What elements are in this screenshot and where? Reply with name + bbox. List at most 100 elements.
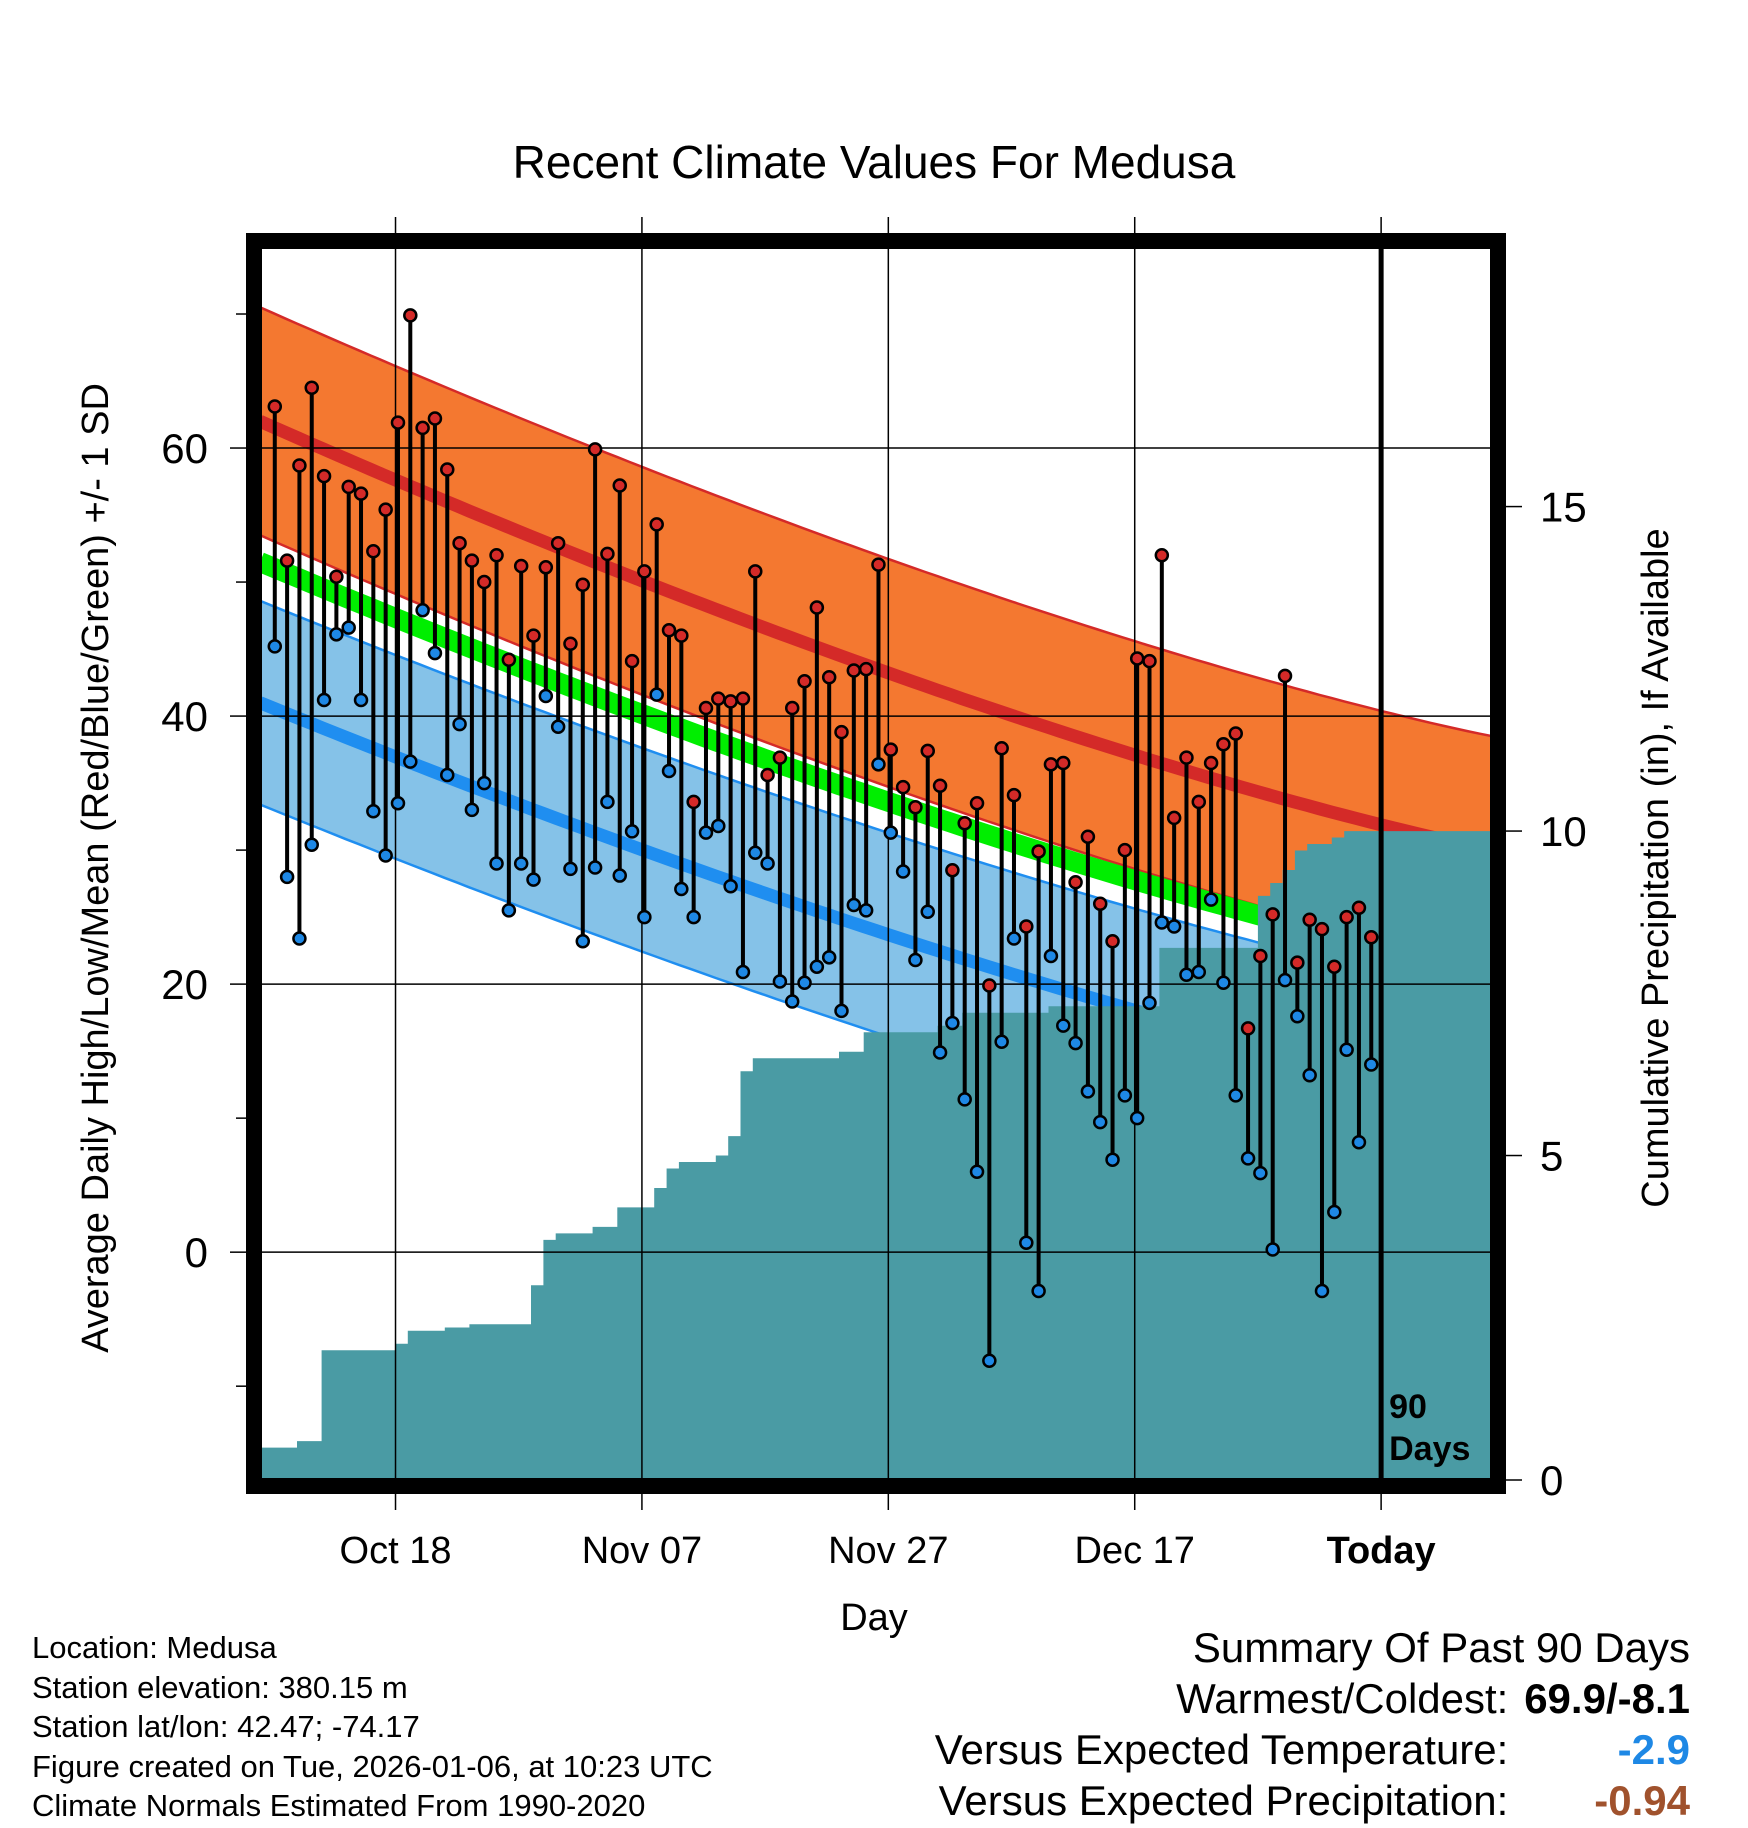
latlon-text: Station lat/lon: 42.47; -74.17 <box>32 1709 420 1744</box>
x-tick-label-0: Oct 18 <box>340 1530 452 1572</box>
low-point-day-43 <box>784 994 800 1009</box>
high-point-day-45 <box>809 600 825 615</box>
high-point-day-80 <box>1240 1021 1256 1036</box>
x-axis-label: Day <box>840 1597 908 1639</box>
location-text: Location: Medusa <box>32 1630 277 1665</box>
high-point-day-36 <box>698 700 714 716</box>
low-point-day-3 <box>292 931 307 946</box>
high-point-day-82 <box>1265 907 1280 922</box>
low-point-day-56 <box>945 1015 960 1031</box>
low-point-day-40 <box>748 845 763 861</box>
high-point-day-24 <box>550 535 566 551</box>
low-point-day-9 <box>366 803 381 819</box>
low-point-day-1 <box>267 639 283 654</box>
high-point-day-68 <box>1092 896 1108 911</box>
high-point-day-7 <box>341 479 356 495</box>
y2-tick-label-0: 0 <box>1540 1457 1563 1504</box>
low-point-day-34 <box>674 881 689 897</box>
low-point-day-11 <box>390 795 406 811</box>
low-point-day-20 <box>501 903 517 918</box>
high-point-day-89 <box>1351 900 1367 915</box>
high-point-day-3 <box>292 458 307 473</box>
high-point-day-48 <box>846 663 862 678</box>
low-point-day-12 <box>403 754 418 769</box>
low-point-day-25 <box>563 861 578 877</box>
low-point-day-73 <box>1154 915 1170 930</box>
high-point-day-81 <box>1253 948 1268 964</box>
low-point-day-14 <box>427 645 443 661</box>
low-point-day-75 <box>1179 967 1194 982</box>
low-point-day-35 <box>686 909 701 925</box>
normals-text: Climate Normals Estimated From 1990-2020 <box>32 1788 646 1823</box>
high-point-day-16 <box>452 535 467 551</box>
temp-anomaly-label: Versus Expected Temperature: <box>934 1726 1509 1773</box>
low-point-day-86 <box>1314 1283 1330 1299</box>
low-point-day-47 <box>834 1003 849 1019</box>
high-point-day-66 <box>1068 875 1083 890</box>
y2-tick-label-10: 10 <box>1540 808 1587 855</box>
high-point-day-79 <box>1228 726 1243 741</box>
today-days-label-line1: 90 <box>1389 1388 1427 1426</box>
low-point-day-85 <box>1302 1068 1317 1083</box>
low-point-day-72 <box>1142 995 1157 1011</box>
high-point-day-23 <box>538 560 554 575</box>
low-point-day-44 <box>797 975 812 991</box>
low-point-day-70 <box>1117 1088 1133 1103</box>
high-point-day-87 <box>1327 959 1342 974</box>
high-point-day-17 <box>464 553 480 568</box>
precip-anomaly-row: Versus Expected Precipitation: -0.94 <box>935 1775 1690 1826</box>
low-point-day-19 <box>489 856 504 871</box>
low-point-day-16 <box>452 716 467 732</box>
daily-markers <box>267 308 1379 1368</box>
high-point-day-74 <box>1166 810 1182 826</box>
low-point-day-58 <box>969 1164 985 1179</box>
high-point-day-63 <box>1031 844 1046 859</box>
high-point-day-67 <box>1080 829 1096 844</box>
low-point-day-66 <box>1068 1035 1083 1051</box>
x-tick-label-2: Nov 27 <box>828 1530 948 1572</box>
low-point-day-45 <box>809 959 825 974</box>
high-point-day-13 <box>415 420 430 436</box>
high-point-day-30 <box>624 653 640 669</box>
low-point-day-7 <box>341 620 356 635</box>
y2-tick-label-15: 15 <box>1540 484 1587 531</box>
high-point-day-57 <box>957 816 972 831</box>
high-point-day-34 <box>674 628 689 643</box>
low-point-day-57 <box>957 1092 972 1107</box>
high-point-day-84 <box>1290 955 1305 970</box>
created-text: Figure created on Tue, 2026-01-06, at 10… <box>32 1748 713 1784</box>
low-point-day-33 <box>661 763 677 779</box>
low-point-day-32 <box>649 687 664 702</box>
low-point-day-82 <box>1265 1242 1280 1257</box>
low-point-day-10 <box>378 848 393 863</box>
high-point-day-69 <box>1105 933 1120 949</box>
high-point-day-43 <box>784 700 800 716</box>
high-point-day-86 <box>1314 921 1330 937</box>
warmest-coldest-row: Warmest/Coldest: 69.9/-8.1 <box>935 1673 1690 1724</box>
high-point-day-37 <box>711 691 726 706</box>
low-point-day-67 <box>1080 1084 1096 1099</box>
high-point-day-28 <box>600 546 615 562</box>
high-point-day-11 <box>390 415 406 430</box>
high-point-day-5 <box>316 468 332 484</box>
low-point-day-88 <box>1339 1042 1354 1058</box>
high-point-day-26 <box>575 577 591 592</box>
low-point-day-37 <box>711 818 726 834</box>
grid-lines <box>260 247 1492 1480</box>
high-point-day-70 <box>1117 842 1133 858</box>
low-point-day-90 <box>1364 1057 1379 1072</box>
low-point-day-13 <box>415 602 430 618</box>
low-point-day-84 <box>1290 1009 1305 1024</box>
y2-axis-label: Cumulative Precipitation (in), If Availa… <box>1635 528 1677 1207</box>
low-point-day-53 <box>908 952 923 968</box>
high-point-day-50 <box>871 557 886 572</box>
high-point-day-58 <box>969 795 985 811</box>
low-point-day-65 <box>1056 1018 1071 1033</box>
high-point-day-1 <box>267 399 283 414</box>
low-point-day-54 <box>920 904 935 919</box>
high-point-day-6 <box>329 569 344 584</box>
high-point-day-42 <box>772 750 788 765</box>
high-point-day-76 <box>1191 794 1207 810</box>
low-point-day-29 <box>612 868 627 883</box>
temp-anomaly-row: Versus Expected Temperature: -2.9 <box>935 1724 1690 1775</box>
